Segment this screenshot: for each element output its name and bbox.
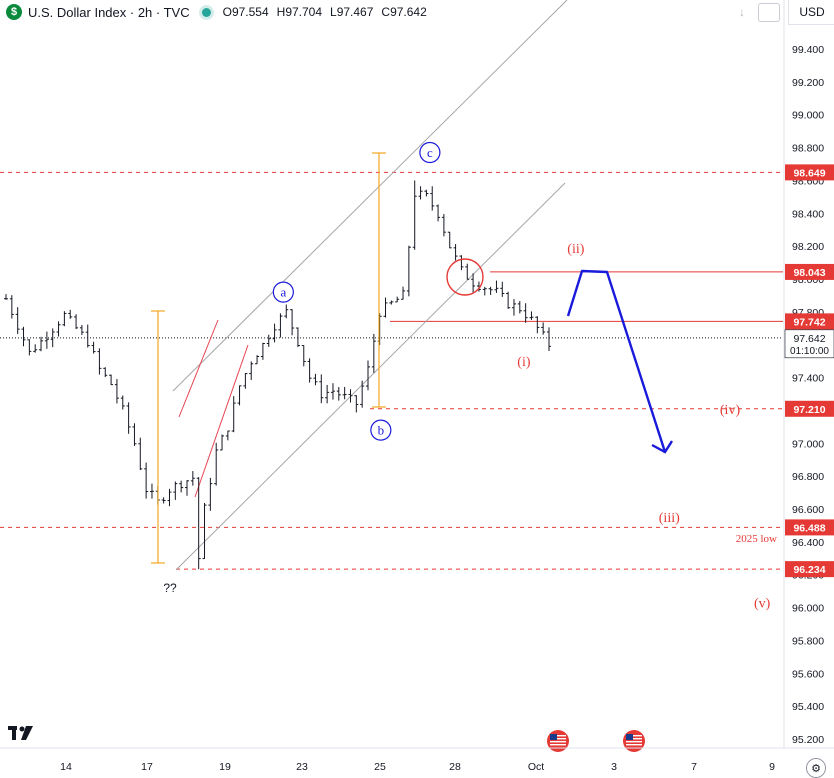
price-tick-label: 95.400 xyxy=(792,701,824,713)
price-tick-label: 95.800 xyxy=(792,635,824,647)
price-tick-label: 98.400 xyxy=(792,208,824,220)
level-price-label: 97.742 xyxy=(793,316,825,328)
trend-channel xyxy=(172,0,568,571)
price-tick-label: 99.400 xyxy=(792,44,824,56)
time-tick-label: 28 xyxy=(449,761,461,773)
time-tick-label: 7 xyxy=(691,761,697,773)
time-tick-label: 14 xyxy=(60,761,72,773)
price-tick-label: 96.400 xyxy=(792,537,824,549)
dollar-badge-icon: $ xyxy=(6,4,22,20)
time-tick-label: 17 xyxy=(141,761,153,773)
annotations-layer: a b c (i) (ii) (iii) (iv) (v)?? 2025 low xyxy=(151,141,777,752)
collapse-arrow-icon[interactable]: ↓ xyxy=(739,4,745,19)
tradingview-logo-icon[interactable] xyxy=(8,724,40,744)
currency-label[interactable]: USD xyxy=(788,0,834,25)
wave-label-a: a xyxy=(280,285,286,300)
price-tick-label: 96.600 xyxy=(792,504,824,516)
level-price-tag xyxy=(785,519,834,536)
time-tick-label: 19 xyxy=(219,761,231,773)
highlight-circle xyxy=(446,258,484,296)
price-tick-label: 96.000 xyxy=(792,603,824,615)
gear-icon[interactable]: ⚙ xyxy=(806,758,826,778)
ohlc-open: O97.554 xyxy=(222,5,269,19)
wave-label-c: c xyxy=(427,145,433,160)
us-event-flag-icon-stripe xyxy=(550,741,566,743)
trend-line-2 xyxy=(194,344,249,498)
price-tick-label: 97.000 xyxy=(792,438,824,450)
fullscreen-button[interactable] xyxy=(758,3,780,22)
channel-lower-line xyxy=(175,182,566,571)
ohlc-high: H97.704 xyxy=(276,5,323,19)
price-tick-label: 96.800 xyxy=(792,471,824,483)
wave-label-b: b xyxy=(378,423,385,438)
countdown-label: 01:10:00 xyxy=(790,346,829,357)
time-tick-label: Oct xyxy=(528,761,544,773)
level-price-tag xyxy=(785,263,834,280)
wave-circle-b xyxy=(370,419,392,441)
us-event-flag-icon-stripe xyxy=(626,735,642,737)
wave-circle-a xyxy=(272,281,294,303)
projection-arrowhead xyxy=(651,440,674,454)
wave-label-red: (i) xyxy=(517,355,531,370)
us-event-flag-icon-stripe xyxy=(550,738,566,740)
price-tick-label: 99.000 xyxy=(792,110,824,122)
time-tick-label: 3 xyxy=(611,761,617,773)
level-price-tag xyxy=(785,400,834,417)
current-price-tag xyxy=(784,329,834,359)
level-price-label: 98.043 xyxy=(793,267,825,279)
level-price-label: 98.649 xyxy=(793,167,825,179)
us-event-flag-icon-stripe xyxy=(626,744,642,746)
symbol-title[interactable]: U.S. Dollar Index · 2h · TVC xyxy=(28,4,190,20)
time-tick-label: 23 xyxy=(296,761,308,773)
projection-path xyxy=(566,269,667,453)
price-tick-label: 99.200 xyxy=(792,77,824,89)
wave-circle-c xyxy=(419,141,441,164)
wave-label-red: (iii) xyxy=(659,511,680,526)
us-event-flag-icon-stripe xyxy=(550,735,566,737)
chart-header: $ U.S. Dollar Index · 2h · TVC O97.554 H… xyxy=(6,3,435,21)
level-price-tag xyxy=(785,164,834,181)
us-event-flag-icon-canton xyxy=(626,734,633,740)
time-tick-label: 25 xyxy=(374,761,386,773)
price-tick-label: 95.600 xyxy=(792,668,824,680)
level-lines xyxy=(0,171,783,570)
time-tick-label: 9 xyxy=(769,761,775,773)
channel-upper-line xyxy=(172,0,568,392)
level-price-label: 96.234 xyxy=(793,564,825,576)
us-event-flag-icon-stripe xyxy=(550,744,566,746)
unknown-marker: ?? xyxy=(163,581,177,595)
low-note: 2025 low xyxy=(736,533,777,545)
market-status-icon xyxy=(201,7,211,17)
level-price-label: 97.210 xyxy=(793,404,825,416)
us-event-flag-icon-stripe xyxy=(626,741,642,743)
wave-label-red: (v) xyxy=(754,597,771,612)
price-tick-label: 98.200 xyxy=(792,241,824,253)
candles-layer xyxy=(4,180,551,570)
wave-label-red: (ii) xyxy=(567,242,584,257)
level-price-tag xyxy=(785,313,834,330)
price-tick-label: 95.200 xyxy=(792,734,824,746)
us-event-flag-icon-canton xyxy=(550,734,557,740)
price-tick-label: 98.800 xyxy=(792,143,824,155)
wave-label-red: (iv) xyxy=(720,403,741,418)
ohlc-close: C97.642 xyxy=(381,5,427,19)
time-axis: 14 17 19 23 25 28 Oct 3 7 9 xyxy=(0,747,834,773)
current-price-label: 97.642 xyxy=(793,333,825,345)
price-axis: 95.20095.40095.60095.80096.00096.20096.4… xyxy=(783,0,834,748)
us-event-flag-icon-stripe xyxy=(626,738,642,740)
ohlc-low: L97.467 xyxy=(330,5,374,19)
trend-line-1 xyxy=(178,319,219,418)
price-tick-label: 97.400 xyxy=(792,373,824,385)
level-price-label: 96.488 xyxy=(793,522,825,534)
level-price-tag xyxy=(785,561,834,578)
